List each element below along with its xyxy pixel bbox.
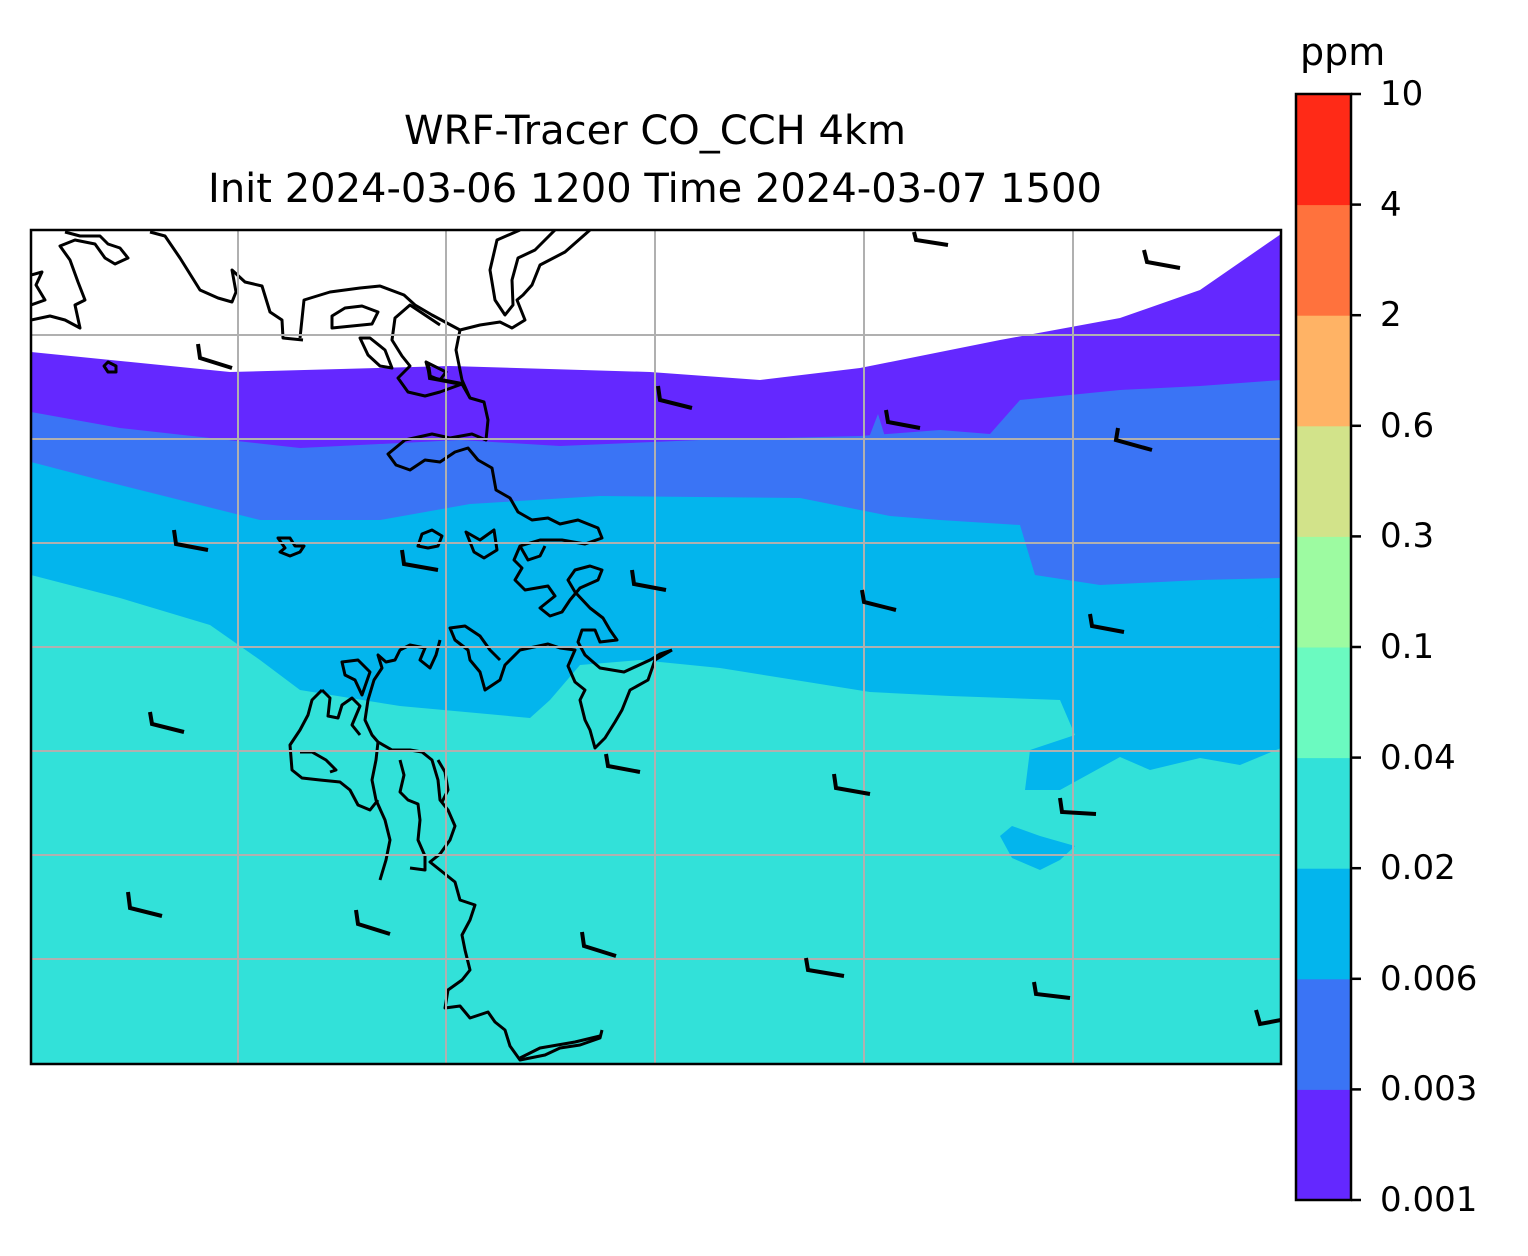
field-patch-blue [1000, 826, 1075, 870]
wind-barb [1254, 1009, 1281, 1027]
wind-barb [860, 589, 897, 612]
colorbar-segment [1296, 757, 1351, 869]
colorbar-segment [1296, 978, 1351, 1090]
colorbar-segment [1296, 536, 1351, 648]
colorbar-tick-label: 2 [1380, 295, 1402, 336]
colorbar-tick-label: 0.3 [1380, 516, 1435, 557]
colorbar-segment [1296, 868, 1351, 980]
wind-barb [172, 529, 209, 552]
colorbar-segment [1296, 425, 1351, 537]
wind-barb [426, 363, 463, 386]
wind-barb [912, 231, 949, 247]
wind-barb [1113, 427, 1153, 452]
wind-barb [580, 931, 617, 958]
wind-barbs [126, 231, 1281, 1027]
colorbar-tick-label: 0.006 [1380, 958, 1478, 999]
wind-barb [148, 711, 185, 734]
map-frame [29, 228, 1283, 1066]
colorbar-tick-label: 0.6 [1380, 405, 1435, 446]
wind-barb [354, 909, 391, 936]
colorbar-unit: ppm [1300, 30, 1386, 74]
gridlines [31, 230, 1281, 1064]
coastlines [31, 230, 673, 1062]
colorbar-tick-label: 0.1 [1380, 627, 1435, 667]
wind-barb [126, 891, 163, 918]
wind-barb [884, 409, 921, 430]
colorbar-tick-label: 0.02 [1380, 848, 1456, 889]
colorbar-tick-label: 4 [1380, 184, 1402, 225]
colorbar-segment [1296, 647, 1351, 759]
wind-barb [1032, 981, 1071, 1000]
colorbar-segment [1296, 94, 1351, 206]
field-patch-blue-edge [1257, 606, 1281, 636]
colorbar-tick-label: 10 [1380, 74, 1424, 114]
colorbar-tick-label: 0.04 [1380, 737, 1456, 778]
wind-barb [604, 753, 641, 774]
wind-barb [400, 549, 439, 572]
colorbar [1294, 92, 1361, 1202]
map-subtitle: Init 2024-03-06 1200 Time 2024-03-07 150… [208, 166, 1102, 212]
wind-barb [630, 569, 667, 592]
wind-barb [804, 957, 845, 978]
colorbar-segment [1296, 315, 1351, 427]
map-title: WRF-Tracer CO_CCH 4km [403, 108, 907, 154]
colorbar-segment [1296, 204, 1351, 316]
colorbar-tick-label: 0.001 [1380, 1180, 1478, 1220]
wind-barb [1058, 797, 1097, 816]
tracer-field [31, 230, 1281, 1064]
wind-barb [1088, 613, 1125, 634]
colorbar-segment [1296, 1089, 1351, 1201]
wind-barb [656, 385, 693, 410]
wind-barb [196, 343, 233, 370]
field-notch-blue [868, 414, 886, 440]
colorbar-tick-label: 0.003 [1380, 1069, 1478, 1110]
wind-barb [832, 773, 871, 796]
wind-barb [1142, 249, 1181, 270]
